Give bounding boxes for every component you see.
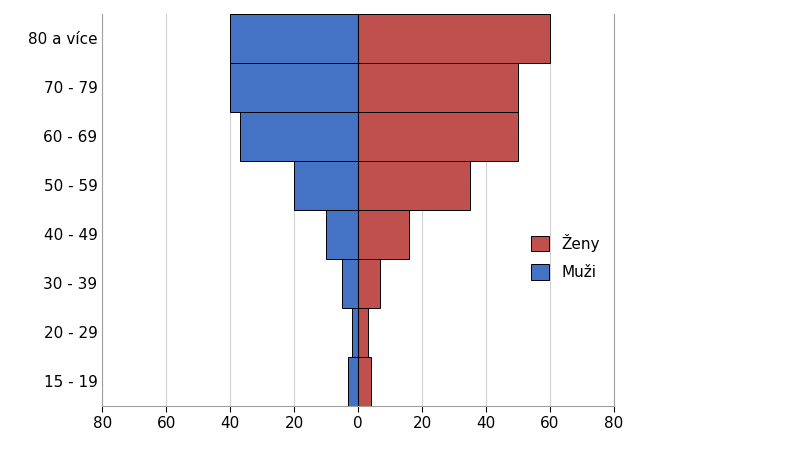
Bar (358, 161, 470, 210)
Bar (358, 14, 550, 63)
Bar (358, 259, 380, 308)
Bar (349, 357, 358, 406)
Bar (326, 210, 358, 259)
Bar (358, 112, 518, 161)
Bar (352, 308, 358, 357)
Legend: Ženy, Muži: Ženy, Muži (525, 228, 606, 286)
Bar (342, 259, 358, 308)
Bar (294, 161, 358, 210)
Bar (358, 210, 409, 259)
Bar (358, 63, 518, 112)
Bar (240, 112, 358, 161)
Bar (231, 63, 358, 112)
Bar (358, 357, 371, 406)
Bar (358, 308, 368, 357)
Bar (231, 14, 358, 63)
